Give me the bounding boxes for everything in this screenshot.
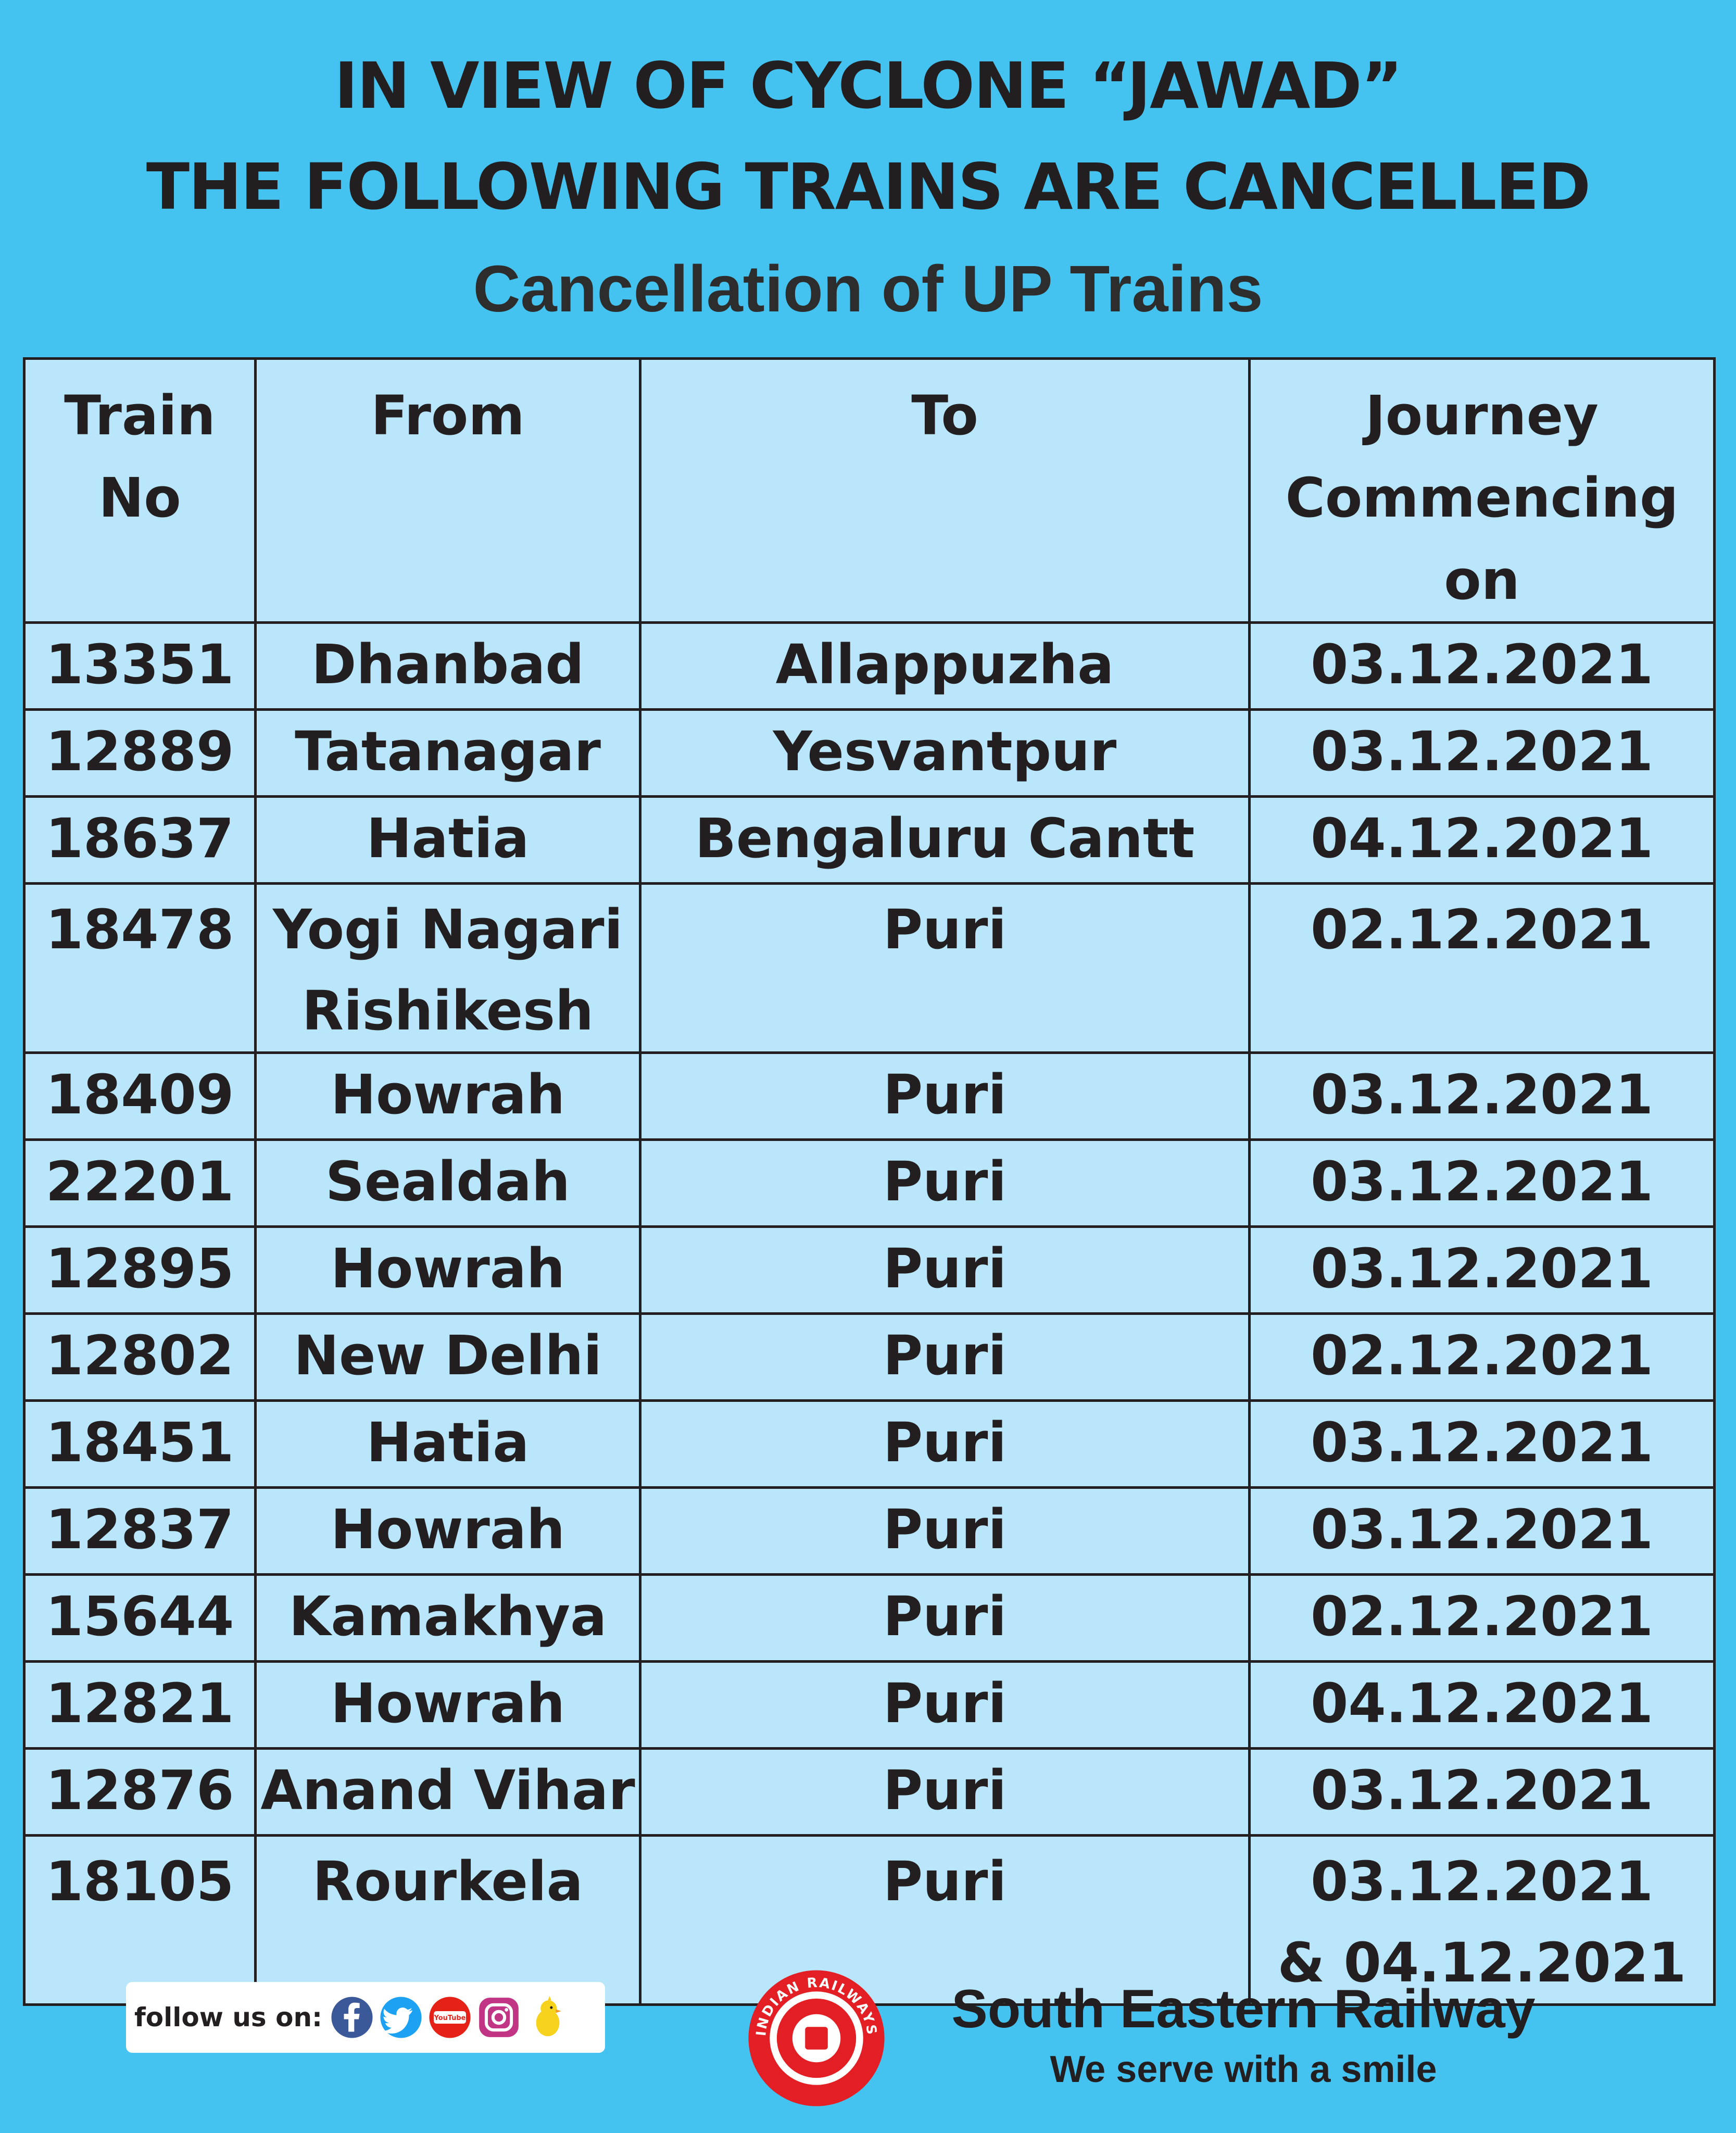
cell-from: Yogi Nagari Rishikesh	[254, 882, 641, 1055]
social-media-bar: follow us on: YouTube	[126, 1982, 605, 2053]
follow-us-label: follow us on:	[134, 2002, 323, 2032]
cell-from: Howrah	[254, 1225, 641, 1315]
cell-journey-date: 03.12.2021	[1248, 1225, 1716, 1315]
cell-to: Puri	[639, 1051, 1251, 1141]
cell-train-no: 12821	[23, 1660, 257, 1750]
column-header-from: From	[254, 357, 641, 624]
cell-to: Puri	[639, 1660, 1251, 1750]
cell-to: Yesvantpur	[639, 708, 1251, 798]
column-header-train-no: Train No	[23, 357, 257, 624]
cell-train-no: 12889	[23, 708, 257, 798]
cell-train-no: 12837	[23, 1486, 257, 1576]
cell-journey-date: 04.12.2021	[1248, 1660, 1716, 1750]
cell-journey-date: 03.12.2021	[1248, 1051, 1716, 1141]
instagram-icon[interactable]	[476, 1995, 521, 2040]
cell-from: Dhanbad	[254, 621, 641, 711]
cell-to: Puri	[639, 882, 1251, 1055]
cell-to: Puri	[639, 1225, 1251, 1315]
cell-from: Howrah	[254, 1051, 641, 1141]
cell-train-no: 18105	[23, 1834, 257, 2006]
cell-to: Puri	[639, 1747, 1251, 1837]
table-row: 18409 Howrah Puri 03.12.2021	[23, 1051, 1716, 1141]
table-row: 22201 Sealdah Puri 03.12.2021	[23, 1138, 1716, 1228]
cell-to: Allappuzha	[639, 621, 1251, 711]
cell-journey-date: 03.12.2021	[1248, 1138, 1716, 1228]
koo-icon[interactable]	[525, 1995, 570, 2040]
cell-from: Tatanagar	[254, 708, 641, 798]
cell-train-no: 15644	[23, 1573, 257, 1663]
table-row: 13351 Dhanbad Allappuzha 03.12.2021	[23, 621, 1716, 711]
table-row: 12889 Tatanagar Yesvantpur 03.12.2021	[23, 708, 1716, 798]
indian-railways-logo: INDIAN RAILWAYS	[748, 1970, 885, 2106]
column-header-journey-date: Journey Commencing on	[1248, 357, 1716, 624]
headline-cancelled: THE FOLLOWING TRAINS ARE CANCELLED	[146, 150, 1591, 224]
cell-to: Puri	[639, 1312, 1251, 1402]
cell-journey-date: 03.12.2021	[1248, 708, 1716, 798]
table-row: 12876 Anand Vihar Puri 03.12.2021	[23, 1747, 1716, 1837]
cell-from: Howrah	[254, 1486, 641, 1576]
cell-journey-date: 02.12.2021	[1248, 1312, 1716, 1402]
table-row: 12837 Howrah Puri 03.12.2021	[23, 1486, 1716, 1576]
table-row: 12895 Howrah Puri 03.12.2021	[23, 1225, 1716, 1315]
cell-to: Puri	[639, 1573, 1251, 1663]
cell-from: Hatia	[254, 795, 641, 885]
cell-train-no: 18637	[23, 795, 257, 885]
cancelled-trains-table: Train No From To Journey Commencing on 1…	[23, 357, 1716, 2006]
table-row: 18451 Hatia Puri 03.12.2021	[23, 1399, 1716, 1489]
cell-to: Puri	[639, 1486, 1251, 1576]
cell-from: Anand Vihar	[254, 1747, 641, 1837]
cell-journey-date: 03.12.2021	[1248, 1747, 1716, 1837]
table-row: 12821 Howrah Puri 04.12.2021	[23, 1660, 1716, 1750]
table-row: 15644 Kamakhya Puri 02.12.2021	[23, 1573, 1716, 1663]
table-row: 12802 New Delhi Puri 02.12.2021	[23, 1312, 1716, 1402]
cell-to: Puri	[639, 1834, 1251, 2006]
youtube-icon[interactable]: YouTube	[427, 1995, 472, 2040]
cell-from: Sealdah	[254, 1138, 641, 1228]
cell-from: Kamakhya	[254, 1573, 641, 1663]
cell-train-no: 13351	[23, 621, 257, 711]
cell-to: Bengaluru Cantt	[639, 795, 1251, 885]
cell-from: Howrah	[254, 1660, 641, 1750]
cell-to: Puri	[639, 1399, 1251, 1489]
cell-journey-date: 03.12.2021	[1248, 621, 1716, 711]
headline-cyclone: IN VIEW OF CYCLONE “JAWAD”	[334, 49, 1403, 123]
cell-train-no: 18451	[23, 1399, 257, 1489]
facebook-icon[interactable]	[330, 1995, 374, 2040]
cell-train-no: 12876	[23, 1747, 257, 1837]
table-row: 18105 Rourkela Puri 03.12.2021 & 04.12.2021	[23, 1834, 1716, 2006]
cell-train-no: 12895	[23, 1225, 257, 1315]
cell-train-no: 18409	[23, 1051, 257, 1141]
tagline: We serve with a smile	[1050, 2049, 1437, 2090]
table-row: 18637 Hatia Bengaluru Cantt 04.12.2021	[23, 795, 1716, 885]
cell-to: Puri	[639, 1138, 1251, 1228]
twitter-icon[interactable]	[379, 1995, 423, 2040]
cell-from: New Delhi	[254, 1312, 641, 1402]
organization-name: South Eastern Railway	[951, 1979, 1536, 2039]
cell-from: Hatia	[254, 1399, 641, 1489]
cell-journey-date: 02.12.2021	[1248, 882, 1716, 1055]
svg-text:YouTube: YouTube	[434, 2014, 466, 2022]
cell-journey-date: 04.12.2021	[1248, 795, 1716, 885]
cell-from: Rourkela	[254, 1834, 641, 2006]
table-row: 18478 Yogi Nagari Rishikesh Puri 02.12.2021	[23, 882, 1716, 1055]
cell-train-no: 18478	[23, 882, 257, 1055]
cell-journey-date: 03.12.2021	[1248, 1399, 1716, 1489]
cell-train-no: 22201	[23, 1138, 257, 1228]
cell-journey-date: 03.12.2021	[1248, 1486, 1716, 1576]
cell-journey-date: 03.12.2021 & 04.12.2021	[1248, 1834, 1716, 2006]
cell-train-no: 12802	[23, 1312, 257, 1402]
cell-journey-date: 02.12.2021	[1248, 1573, 1716, 1663]
subtitle: Cancellation of UP Trains	[473, 252, 1263, 325]
column-header-to: To	[639, 357, 1251, 624]
table-header-row: Train No From To Journey Commencing on	[23, 357, 1716, 624]
